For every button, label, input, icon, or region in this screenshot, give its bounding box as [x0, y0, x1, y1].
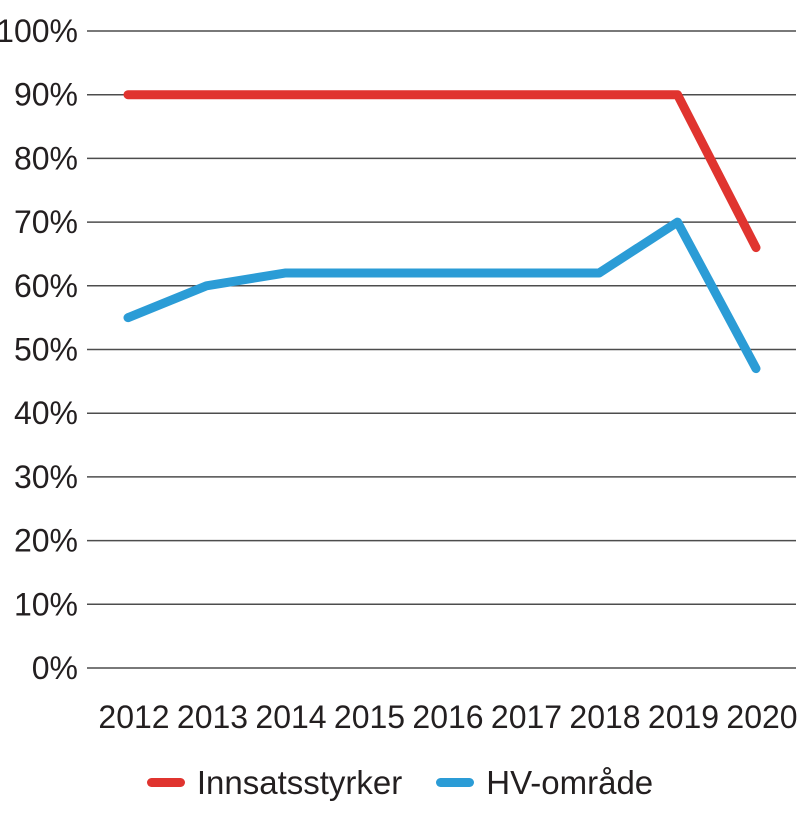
x-tick-label: 2020 — [726, 699, 797, 735]
x-tick-label: 2018 — [569, 699, 640, 735]
y-tick-label: 10% — [14, 586, 78, 622]
x-tick-label: 2017 — [491, 699, 562, 735]
y-tick-label: 0% — [32, 650, 78, 686]
y-tick-label: 100% — [0, 13, 78, 49]
y-tick-label: 50% — [14, 332, 78, 368]
y-tick-label: 20% — [14, 523, 78, 559]
chart-legend: Innsatsstyrker HV-område — [0, 745, 800, 819]
x-tick-label: 2012 — [98, 699, 169, 735]
y-tick-label: 40% — [14, 395, 78, 431]
x-tick-label: 2013 — [177, 699, 248, 735]
x-tick-label: 2019 — [648, 699, 719, 735]
legend-label-innsatsstyrker: Innsatsstyrker — [196, 763, 403, 801]
legend-swatch-hv-omrade — [436, 777, 475, 787]
series-line-hv-omr-de — [123, 217, 761, 374]
x-tick-label: 2016 — [412, 699, 483, 735]
y-tick-label: 60% — [14, 268, 78, 304]
y-tick-label: 80% — [14, 140, 78, 176]
legend-item-innsatsstyrker: Innsatsstyrker — [146, 763, 403, 801]
y-tick-label: 70% — [14, 204, 78, 240]
legend-swatch-innsatsstyrker — [146, 777, 185, 787]
x-tick-label: 2014 — [255, 699, 326, 735]
y-tick-label: 30% — [14, 459, 78, 495]
series-line-innsatsstyrker — [123, 90, 761, 253]
y-tick-label: 90% — [14, 77, 78, 113]
x-tick-label: 2015 — [334, 699, 405, 735]
legend-label-hv-omrade: HV-område — [486, 763, 654, 801]
legend-item-hv-omrade: HV-område — [436, 766, 653, 799]
plot-area: 0%10%20%30%40%50%60%70%80%90%100%2012 201… — [0, 13, 798, 735]
